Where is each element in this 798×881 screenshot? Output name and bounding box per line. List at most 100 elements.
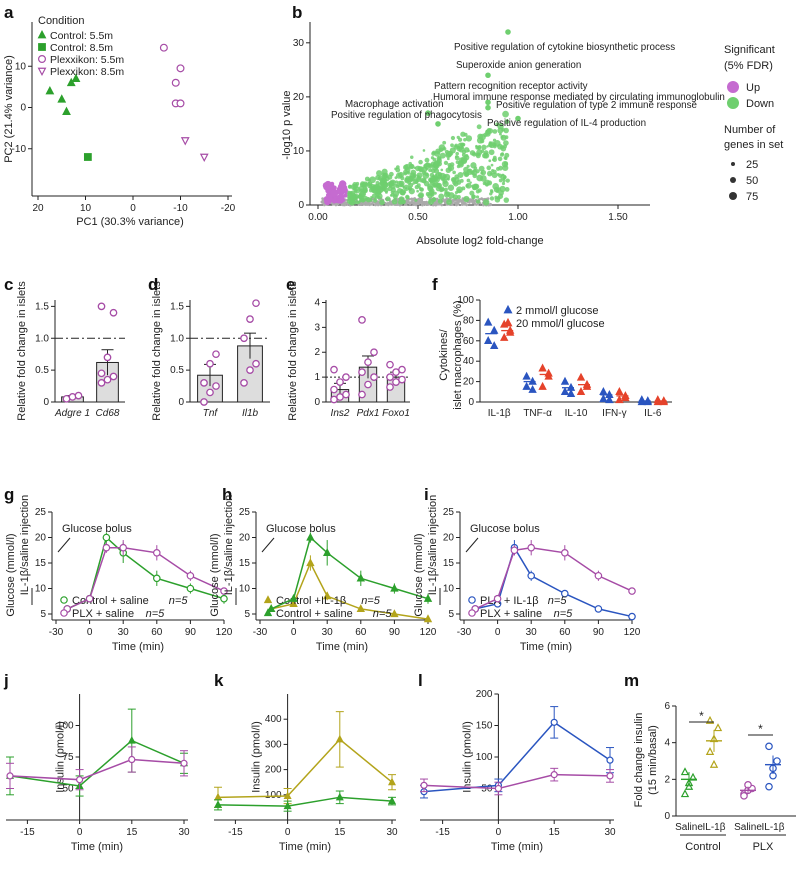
f-y-tick-label: 100 bbox=[457, 295, 474, 306]
b-down-point bbox=[352, 194, 358, 200]
e-x-tick-label: Foxo1 bbox=[382, 408, 410, 419]
b-down-point bbox=[504, 119, 510, 125]
b-down-point bbox=[385, 196, 391, 202]
i-y-tick-label: 5 bbox=[448, 609, 454, 620]
b-down-point bbox=[469, 181, 472, 184]
b-down-point bbox=[490, 190, 494, 194]
b-down-point bbox=[471, 194, 476, 199]
f-point bbox=[615, 386, 624, 395]
e-point bbox=[386, 360, 394, 369]
b-gray-point bbox=[421, 203, 424, 207]
b-annotation: Pattern recognition receptor activity bbox=[434, 81, 588, 92]
g-bolus-arrow bbox=[57, 537, 71, 553]
b-down-point bbox=[387, 174, 393, 180]
e-point bbox=[358, 390, 366, 399]
b-down-point bbox=[362, 190, 366, 194]
b-down-point bbox=[442, 140, 447, 145]
b-down-point bbox=[466, 178, 471, 183]
b-down-point bbox=[425, 192, 430, 197]
f-y-tick-label: 0 bbox=[468, 397, 474, 408]
b-gray-point bbox=[321, 199, 325, 203]
g-x-tick-label: 0 bbox=[87, 627, 93, 638]
b-down-point bbox=[432, 197, 436, 201]
g-y-label: Glucose (mmol/l) bbox=[5, 533, 17, 616]
b-up-point bbox=[330, 189, 339, 197]
h-legend-marker bbox=[263, 608, 273, 617]
b-down-point bbox=[483, 152, 490, 159]
b-down-point bbox=[385, 182, 389, 186]
b-down-point bbox=[488, 159, 492, 163]
f-point bbox=[522, 381, 531, 390]
l-series-line bbox=[423, 721, 611, 793]
b-down-point bbox=[503, 161, 508, 166]
b-down-point bbox=[490, 163, 494, 167]
c-point bbox=[109, 372, 118, 381]
b-down-point bbox=[458, 146, 464, 153]
e-y-label: Relative fold change in islets bbox=[287, 281, 299, 421]
i-point bbox=[560, 589, 569, 598]
b-down-point bbox=[400, 190, 406, 196]
panel-label-c: c bbox=[4, 275, 13, 294]
b-down-point bbox=[375, 174, 381, 181]
j-series-line bbox=[9, 758, 185, 781]
b-down-point bbox=[438, 147, 444, 153]
f-point bbox=[599, 386, 608, 395]
b-down-point bbox=[503, 197, 510, 203]
b-y-tick-label: 10 bbox=[293, 146, 305, 157]
i-annotation: Glucose bolus bbox=[470, 523, 540, 535]
g-point bbox=[102, 533, 111, 542]
h-annotation: Glucose bolus bbox=[266, 523, 336, 535]
i-y-label-2: IL-1β/saline injection bbox=[427, 495, 439, 596]
d-point bbox=[240, 379, 248, 387]
b-x-tick-label: 0.50 bbox=[408, 212, 428, 223]
b-down-point bbox=[469, 190, 475, 196]
b-down-point bbox=[488, 141, 496, 149]
e-y-tick-label: 3 bbox=[314, 322, 320, 333]
a-point bbox=[159, 43, 168, 52]
f-point bbox=[582, 381, 592, 390]
i-x-tick-label: 90 bbox=[593, 627, 605, 638]
a-point bbox=[176, 64, 185, 73]
b-gray-point bbox=[410, 197, 414, 201]
c-y-label: Relative fold change in islets bbox=[16, 281, 28, 421]
j-series-line bbox=[9, 739, 185, 787]
b-down-point bbox=[373, 198, 378, 203]
b-down-point bbox=[443, 160, 449, 166]
h-legend-marker bbox=[263, 595, 273, 604]
b-down-point bbox=[460, 131, 466, 137]
i-x-tick-label: 30 bbox=[526, 627, 538, 638]
b-legend-up-label: Up bbox=[746, 82, 760, 94]
b-down-point bbox=[418, 159, 423, 165]
j-x-label: Time (min) bbox=[71, 841, 123, 853]
b-down-point bbox=[408, 188, 412, 191]
a-y-tick-label: 10 bbox=[15, 61, 27, 72]
c-point bbox=[109, 308, 118, 317]
panel-label-e: e bbox=[286, 275, 295, 294]
j-point bbox=[75, 776, 84, 784]
e-y-tick-label: 4 bbox=[314, 297, 320, 308]
g-y-label-2: IL-1β/saline injection bbox=[19, 495, 31, 596]
k-x-tick-label: 0 bbox=[285, 827, 291, 838]
i-point bbox=[493, 594, 502, 603]
b-down-point bbox=[501, 181, 506, 186]
i-y-tick-label: 10 bbox=[443, 584, 455, 595]
h-point bbox=[356, 573, 365, 582]
f-point bbox=[576, 386, 586, 395]
j-point bbox=[180, 759, 188, 767]
b-down-point bbox=[365, 197, 372, 203]
b-down-point bbox=[379, 199, 385, 206]
m-y-label: (15 min/basal) bbox=[647, 725, 659, 795]
b-down-point bbox=[499, 132, 502, 136]
b-gray-point bbox=[455, 203, 458, 207]
h-x-tick-label: -30 bbox=[253, 627, 268, 638]
b-gray-point bbox=[440, 203, 444, 207]
m-point bbox=[765, 742, 773, 751]
b-gray-point bbox=[488, 203, 492, 207]
a-legend-label: Control: 5.5m bbox=[50, 30, 113, 42]
b-down-point bbox=[382, 173, 388, 179]
b-down-point bbox=[501, 127, 506, 132]
b-down-point bbox=[442, 147, 447, 151]
m-x-tick-label: Saline bbox=[675, 822, 703, 833]
b-down-point bbox=[424, 157, 430, 163]
g-legend-marker bbox=[60, 596, 68, 604]
